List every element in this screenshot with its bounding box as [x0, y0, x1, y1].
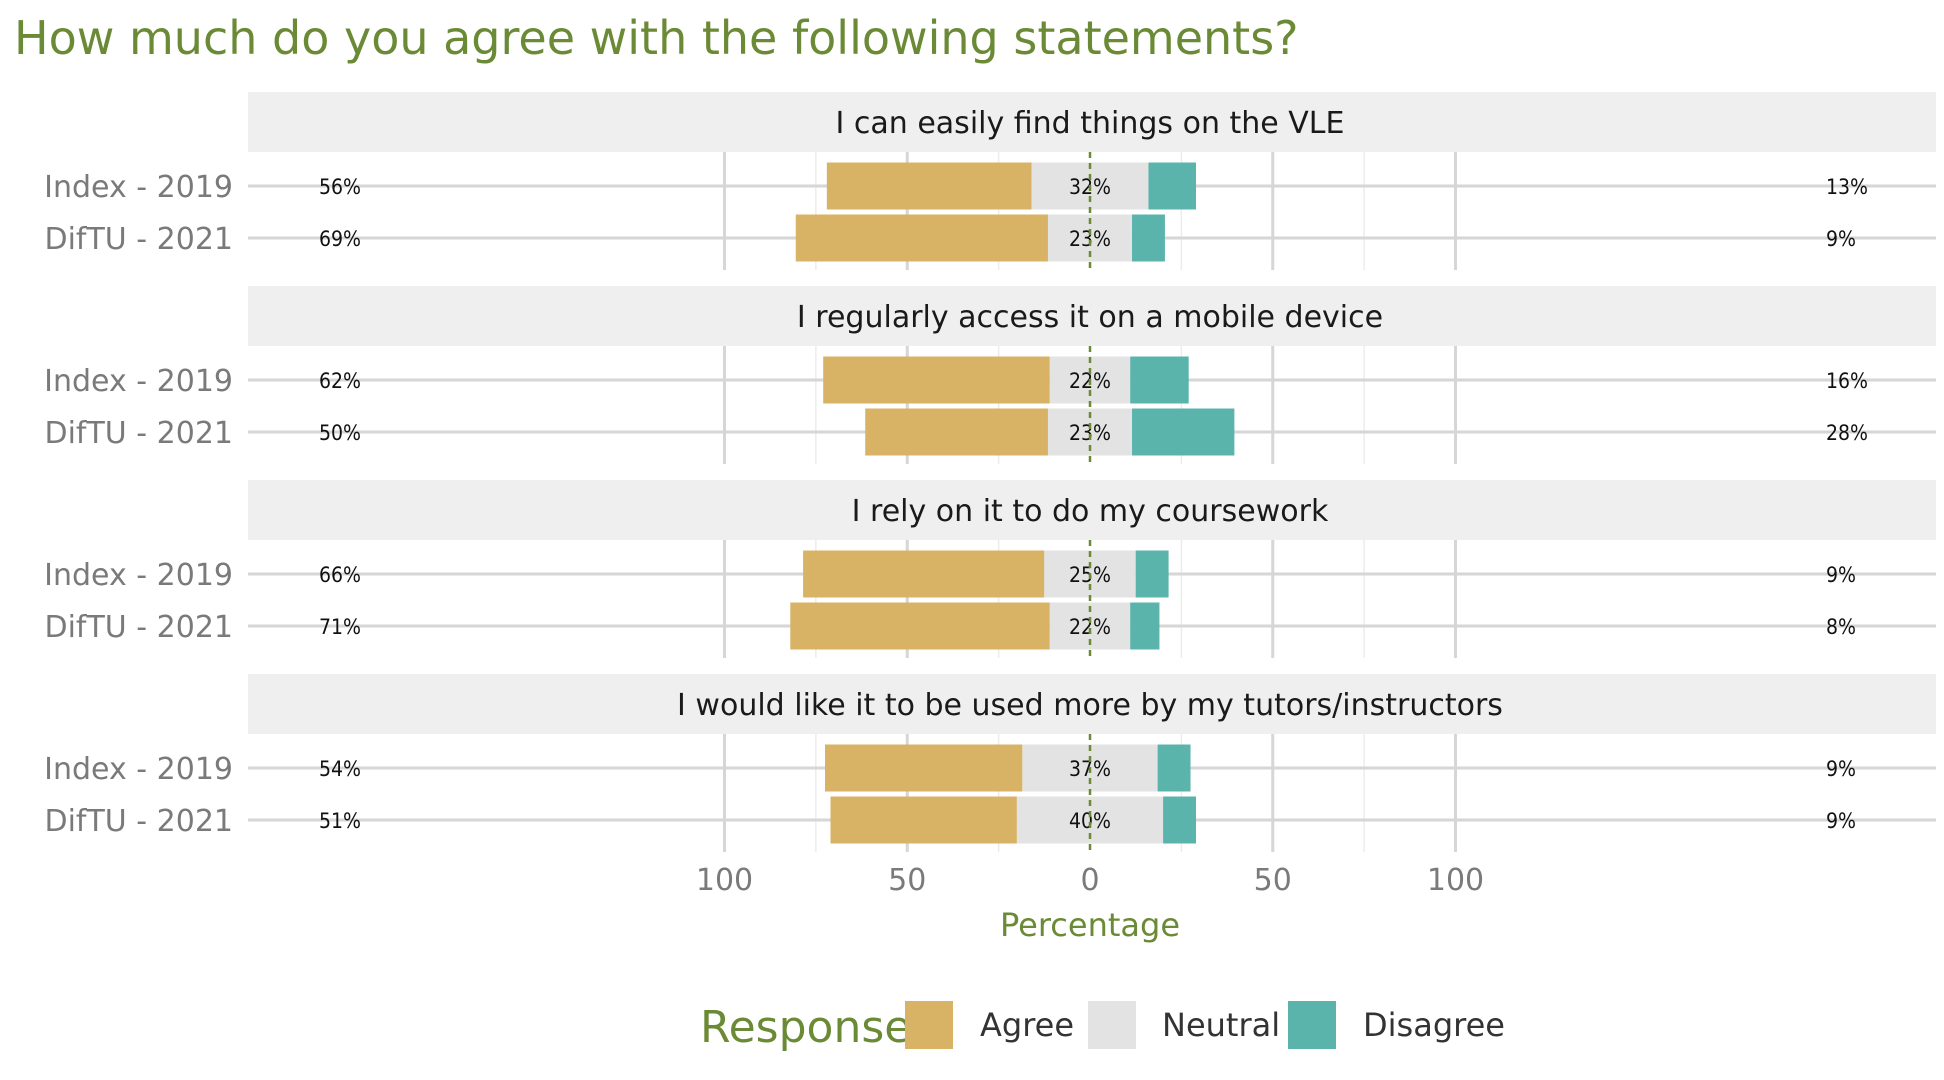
panel-2: I regularly access it on a mobile device… [44, 286, 1936, 464]
disagree-bar [1135, 550, 1169, 598]
row-label: DifTU - 2021 [44, 416, 233, 451]
x-tick-label: 100 [1427, 863, 1484, 898]
legend: Response Agree Neutral Disagree [700, 1001, 1505, 1053]
panel-title: I rely on it to do my coursework [852, 494, 1329, 529]
agree-bar [803, 550, 1045, 598]
panel-strip [248, 286, 1936, 346]
row-label: Index - 2019 [44, 364, 233, 399]
legend-key-agree [905, 1001, 953, 1049]
x-tick-label: 0 [1080, 863, 1099, 898]
legend-key-disagree [1288, 1001, 1336, 1049]
agree-bar [790, 602, 1050, 650]
agree-percent-label: 71% [319, 615, 361, 639]
panels-group: I can easily find things on the VLE Index… [44, 92, 1936, 852]
disagree-bar [1163, 796, 1196, 844]
x-tick-label: 100 [696, 863, 753, 898]
agree-bar [795, 214, 1048, 262]
agree-bar [823, 356, 1050, 404]
disagree-bar [1148, 162, 1196, 210]
panel-title: I regularly access it on a mobile device [797, 300, 1383, 335]
panel-3: I rely on it to do my coursework Index - … [44, 480, 1936, 658]
x-tick-label: 50 [1254, 863, 1292, 898]
legend-label-disagree: Disagree [1363, 1006, 1505, 1044]
legend-label-neutral: Neutral [1162, 1006, 1280, 1044]
disagree-bar [1157, 744, 1191, 792]
panel-strip [248, 480, 1936, 540]
panel-title: I would like it to be used more by my tu… [677, 688, 1503, 723]
disagree-percent-label: 9% [1826, 809, 1856, 833]
row-label: Index - 2019 [44, 170, 233, 205]
row-label: Index - 2019 [44, 558, 233, 593]
disagree-percent-label: 16% [1826, 369, 1868, 393]
agree-percent-label: 62% [319, 369, 361, 393]
row-label: DifTU - 2021 [44, 804, 233, 839]
agree-bar [865, 408, 1048, 456]
panel-4: I would like it to be used more by my tu… [44, 674, 1936, 852]
x-axis-ticks: 100 50 0 50 100 [696, 863, 1484, 898]
agree-percent-label: 51% [319, 809, 361, 833]
panel-1: I can easily find things on the VLE Index… [44, 92, 1936, 270]
agree-percent-label: 50% [319, 421, 361, 445]
agree-bar [825, 744, 1023, 792]
agree-bar [826, 162, 1032, 210]
agree-bar [830, 796, 1017, 844]
disagree-bar [1132, 408, 1235, 456]
agree-percent-label: 54% [319, 757, 361, 781]
disagree-percent-label: 28% [1826, 421, 1868, 445]
disagree-bar [1130, 356, 1189, 404]
x-tick-label: 50 [888, 863, 926, 898]
disagree-percent-label: 9% [1826, 227, 1856, 251]
agree-percent-label: 69% [319, 227, 361, 251]
panel-strip [248, 674, 1936, 734]
disagree-bar [1130, 602, 1160, 650]
agree-percent-label: 66% [319, 563, 361, 587]
legend-key-neutral [1088, 1001, 1136, 1049]
row-label: DifTU - 2021 [44, 610, 233, 645]
disagree-bar [1132, 214, 1165, 262]
agree-percent-label: 56% [319, 175, 361, 199]
panel-strip [248, 92, 1936, 152]
chart-title: How much do you agree with the following… [14, 11, 1299, 65]
disagree-percent-label: 8% [1826, 615, 1856, 639]
legend-label-agree: Agree [980, 1006, 1074, 1044]
legend-title: Response [700, 1002, 911, 1053]
row-label: DifTU - 2021 [44, 222, 233, 257]
disagree-percent-label: 9% [1826, 757, 1856, 781]
row-label: Index - 2019 [44, 752, 233, 787]
disagree-percent-label: 9% [1826, 563, 1856, 587]
panel-title: I can easily find things on the VLE [836, 106, 1345, 141]
x-axis-title: Percentage [1000, 906, 1180, 944]
disagree-percent-label: 13% [1826, 175, 1868, 199]
